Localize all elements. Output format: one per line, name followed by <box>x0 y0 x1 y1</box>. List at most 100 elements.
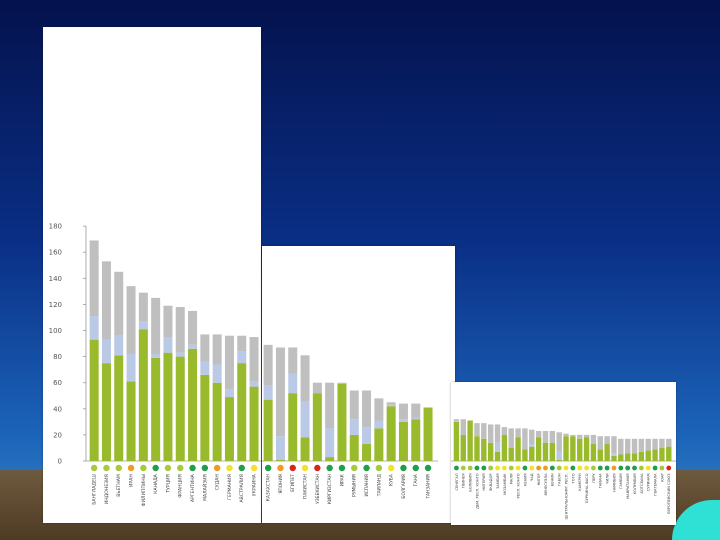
bar-segment-light-blue <box>101 339 111 364</box>
bar-segment-green <box>398 421 408 461</box>
category-label: ЮАР <box>660 473 664 482</box>
bar-segment-gray <box>200 334 210 362</box>
status-dot <box>611 465 617 471</box>
bar-segment-green <box>590 444 597 461</box>
status-dot <box>140 464 147 472</box>
status-dot <box>375 464 383 472</box>
bar-segment-gray <box>529 429 535 445</box>
bar-segment-green <box>175 356 185 461</box>
status-dot <box>127 464 135 472</box>
status-dot <box>529 465 535 471</box>
bar-segment-gray <box>337 382 347 385</box>
bar-segment-green <box>300 437 310 461</box>
bar-segment-gray <box>570 434 576 437</box>
bar-segment-green <box>423 407 433 461</box>
category-label: УКРАИНА <box>251 473 257 496</box>
status-dot <box>515 465 521 471</box>
bar-segment-green <box>604 444 610 461</box>
category-label: ГАБОН <box>558 473 562 486</box>
category-label: БУРКИНА-ФАСО <box>585 473 589 503</box>
status-dot <box>326 464 333 472</box>
status-dot <box>584 465 589 471</box>
category-label: ГАНА <box>413 474 419 486</box>
category-label: ВЬЕТНАМ <box>116 474 122 497</box>
status-dot <box>177 464 184 472</box>
bar-segment-light-blue <box>325 428 335 458</box>
bar-segment-green <box>556 459 562 461</box>
bar-segment-gray <box>126 286 136 354</box>
bar-segment-green <box>151 357 161 461</box>
status-dot <box>412 464 419 472</box>
category-label: КАНАДА <box>153 473 159 494</box>
category-label: ИРАН <box>128 474 134 487</box>
status-dot <box>400 464 407 472</box>
bar-segment-gray <box>288 347 298 374</box>
bar-segment-light-blue <box>529 444 535 447</box>
bar-segment-gray <box>275 347 285 437</box>
bar-segment-gray <box>237 335 247 352</box>
status-dot <box>213 464 221 472</box>
category-label: ЦЕНТРАЛЬНОАФР. РЕСП. <box>564 473 568 519</box>
bar-segment-light-blue <box>212 364 222 383</box>
category-label: МОЗАМБИК <box>503 473 507 495</box>
bar-segment-gray <box>508 428 514 448</box>
bar-segment-green <box>325 457 335 461</box>
status-dot <box>577 465 583 471</box>
bar-segment-green <box>522 449 528 461</box>
bar-segment-green <box>501 434 508 461</box>
bar-segment-light-blue <box>138 321 148 330</box>
bar-segment-gray <box>312 382 322 394</box>
status-dot <box>508 465 514 471</box>
category-label: ПАКИСТАН <box>302 474 308 499</box>
bar-segment-gray <box>624 438 631 454</box>
bar-segment-gray <box>114 271 124 336</box>
bar-segment-light-blue <box>263 385 273 400</box>
bar-segment-green <box>224 397 234 461</box>
bar-segment-light-blue <box>224 389 234 398</box>
bar-segment-gray <box>453 419 460 421</box>
y-tick-label: 60 <box>53 379 62 387</box>
bar-segment-green <box>535 437 542 461</box>
status-dot <box>543 465 548 471</box>
bar-segment-green <box>583 437 590 461</box>
status-dot <box>501 465 507 471</box>
bar-segment-gray <box>638 438 645 452</box>
bar-segment-gray <box>163 305 173 338</box>
bar-segment-light-blue <box>114 335 124 356</box>
bar-segment-gray <box>151 297 161 354</box>
status-dot <box>460 465 466 471</box>
chart-panel-1: 0 20 40 60 80 100 120 140 160 180 БАНГЛАДЕШ ИНДОНЕЗ… <box>43 27 261 523</box>
category-label: АРГЕНТИНА <box>190 473 196 502</box>
bar-segment-green <box>163 352 173 461</box>
bar-segment-green <box>312 393 322 461</box>
status-dot <box>563 465 569 471</box>
category-label: КАЗАХСТАН <box>266 474 272 501</box>
bar-segment-light-blue <box>126 353 136 382</box>
bar-segment-green <box>386 406 396 461</box>
category-label: РЕСП. КОНГО <box>516 473 520 498</box>
status-dot <box>164 464 172 472</box>
bar-segment-green <box>652 449 658 461</box>
status-dot <box>103 464 110 472</box>
bar-segment-green <box>597 449 603 461</box>
bar-segment-green <box>467 420 473 461</box>
bar-segment-green <box>487 442 494 461</box>
chart-3-svg: СЕНЕГАЛ ГВИНЕЯ БОЛИВИЯ ДЕМ. РЕСП. КОНГО НИГЕ… <box>451 419 676 519</box>
bar-segment-gray <box>362 390 372 428</box>
bar-segment-green <box>666 446 672 461</box>
category-label: ЗАМБИЯ <box>496 473 500 489</box>
category-label: ФИЛИППИНЫ <box>141 474 147 506</box>
status-dot <box>481 465 487 471</box>
bar-segment-light-blue <box>611 453 617 456</box>
category-label: ГВАТЕМАЛА <box>653 473 657 496</box>
bar-segment-green <box>89 339 99 461</box>
category-label: ТУРЦИЯ <box>165 474 171 494</box>
bar-segment-green <box>138 329 148 461</box>
bar-segment-light-blue <box>398 419 408 422</box>
category-label: ТАИЛАНД <box>376 474 382 498</box>
bar-segment-green <box>460 434 466 461</box>
status-dot <box>264 464 272 472</box>
bar-segment-green <box>288 393 298 461</box>
y-tick-label: 80 <box>53 353 62 361</box>
y-tick-label: 180 <box>49 223 62 231</box>
